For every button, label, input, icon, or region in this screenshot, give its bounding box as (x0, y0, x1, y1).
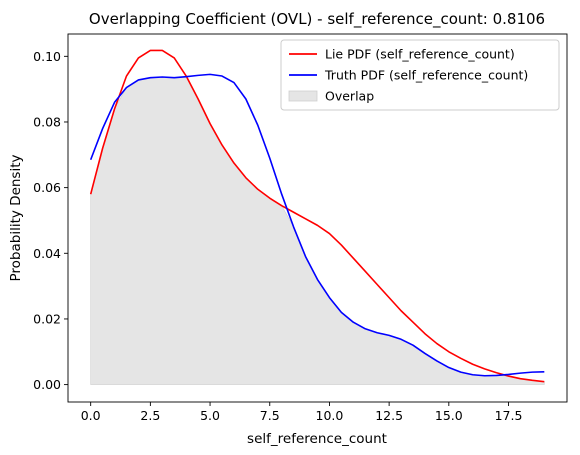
legend-entry-lie-label: Lie PDF (self_reference_count) (325, 47, 515, 62)
x-tick-label: 12.5 (375, 408, 403, 423)
x-tick-label: 10.0 (316, 408, 344, 423)
legend-entry-overlap-label: Overlap (325, 89, 374, 104)
x-tick-label: 15.0 (435, 408, 463, 423)
legend-box (280, 39, 560, 111)
y-axis-label: Probability Density (8, 155, 24, 282)
y-tick-label: 0.02 (33, 311, 61, 326)
x-tick-label: 0.0 (81, 408, 101, 423)
y-tick-label: 0.08 (33, 114, 61, 129)
series-line-truth (89, 73, 545, 377)
series-line-lie (89, 49, 545, 383)
legend: Lie PDF (self_reference_count) Truth PDF … (280, 39, 560, 111)
chart-title: Overlapping Coefficient (OVL) - self_ref… (89, 10, 545, 29)
x-tick-label: 17.5 (495, 408, 523, 423)
x-axis-label: self_reference_count (247, 431, 387, 447)
y-tick-label: 0.00 (33, 377, 61, 392)
y-tick-label: 0.06 (33, 180, 61, 195)
y-tick-label: 0.04 (33, 246, 61, 261)
overlap-area (90, 76, 545, 385)
legend-entry-truth-label: Truth PDF (self_reference_count) (324, 68, 528, 83)
x-tick-label: 5.0 (200, 408, 220, 423)
y-tick-label: 0.10 (33, 49, 61, 64)
x-tick-label: 2.5 (140, 408, 160, 423)
axes: 0.0 2.5 5.0 7.5 10.0 12.5 15.0 17.5 0.00 0.02 0.04… (33, 33, 568, 423)
plot-area (89, 49, 545, 385)
plot-frame (67, 33, 568, 403)
x-tick-label: 7.5 (260, 408, 280, 423)
legend-entry-overlap-swatch (288, 90, 318, 102)
